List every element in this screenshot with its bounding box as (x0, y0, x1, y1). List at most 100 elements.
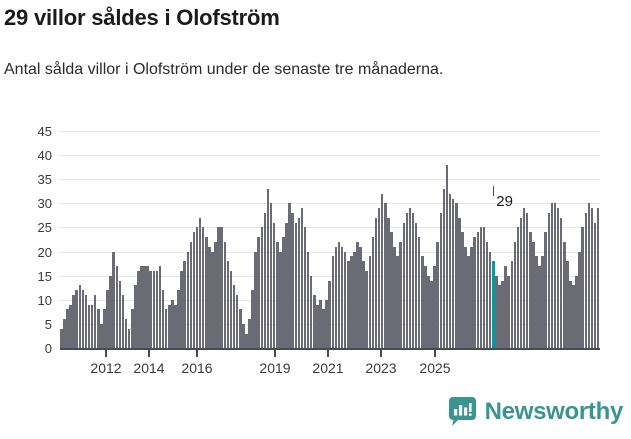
bar[interactable] (485, 241, 489, 348)
bar[interactable] (479, 227, 483, 348)
bar[interactable] (63, 319, 66, 348)
bar[interactable] (201, 227, 205, 348)
bar[interactable] (454, 203, 458, 348)
bar[interactable] (559, 217, 563, 348)
bar[interactable] (214, 241, 217, 348)
bar[interactable] (183, 261, 186, 348)
bar[interactable] (158, 266, 162, 348)
bar[interactable] (229, 270, 233, 348)
bar[interactable] (587, 203, 591, 348)
bar[interactable] (297, 217, 301, 348)
bar[interactable] (322, 309, 325, 348)
bar[interactable] (507, 275, 510, 348)
bar[interactable] (251, 290, 254, 348)
bar[interactable] (90, 304, 94, 348)
bar[interactable] (384, 203, 387, 348)
bar[interactable] (84, 294, 88, 348)
bar[interactable] (488, 251, 492, 348)
bar[interactable] (343, 251, 347, 348)
bar[interactable] (174, 304, 177, 348)
bar[interactable] (529, 232, 532, 348)
bar[interactable] (433, 266, 436, 348)
bar[interactable] (257, 237, 261, 348)
bar[interactable] (353, 251, 356, 348)
bar[interactable] (93, 294, 97, 348)
bar[interactable] (103, 309, 106, 348)
bar[interactable] (371, 237, 375, 348)
bar[interactable] (309, 275, 313, 348)
bar[interactable] (208, 246, 211, 348)
bar[interactable] (288, 203, 291, 348)
bar[interactable] (448, 193, 452, 348)
bar[interactable] (538, 266, 541, 348)
bar[interactable] (316, 304, 319, 348)
bar[interactable] (149, 270, 153, 348)
bar[interactable] (402, 222, 406, 348)
bar[interactable] (248, 319, 251, 348)
bar[interactable] (365, 270, 369, 348)
bar[interactable] (498, 285, 501, 348)
bar[interactable] (544, 232, 547, 348)
bar[interactable] (291, 212, 294, 348)
bar[interactable] (272, 222, 276, 348)
bar[interactable] (121, 294, 125, 348)
bar[interactable] (451, 198, 455, 348)
bar[interactable] (226, 261, 230, 348)
bar[interactable] (140, 266, 143, 348)
bar[interactable] (266, 188, 270, 348)
bar[interactable] (325, 299, 328, 348)
bar[interactable] (211, 251, 214, 348)
bar[interactable] (245, 333, 248, 348)
bar[interactable] (346, 261, 350, 348)
bar[interactable] (217, 227, 220, 348)
bar[interactable] (115, 266, 119, 348)
bar[interactable] (205, 237, 208, 348)
bar[interactable] (473, 237, 477, 348)
bar[interactable] (78, 285, 82, 348)
bar[interactable] (87, 304, 91, 348)
bar[interactable] (109, 275, 112, 348)
bar[interactable] (137, 270, 140, 348)
bar[interactable] (553, 203, 557, 348)
bar[interactable] (75, 290, 78, 348)
bar[interactable] (254, 251, 257, 348)
bar[interactable] (192, 232, 196, 348)
bar[interactable] (294, 222, 298, 348)
bar[interactable] (368, 256, 372, 348)
bar[interactable] (411, 212, 415, 348)
bar[interactable] (300, 208, 304, 348)
bar[interactable] (556, 208, 560, 348)
bar[interactable] (439, 212, 443, 348)
bar[interactable] (134, 285, 137, 348)
bar[interactable] (180, 270, 183, 348)
bar[interactable] (146, 266, 149, 348)
bar[interactable] (238, 309, 242, 348)
bar[interactable] (106, 290, 109, 348)
bar[interactable] (189, 241, 193, 348)
bar[interactable] (350, 256, 353, 348)
bar[interactable] (66, 309, 69, 348)
bar[interactable] (328, 280, 331, 348)
bar[interactable] (279, 251, 282, 348)
bar[interactable] (541, 256, 544, 348)
bar[interactable] (590, 208, 594, 348)
bar[interactable] (337, 241, 341, 348)
bar[interactable] (390, 232, 393, 348)
bar[interactable] (522, 208, 526, 348)
bar[interactable] (319, 299, 322, 348)
bar[interactable] (164, 309, 168, 348)
bar[interactable] (97, 309, 100, 348)
bar[interactable] (519, 217, 523, 348)
bar[interactable] (263, 212, 267, 348)
bar[interactable] (550, 203, 554, 348)
bar[interactable] (152, 270, 156, 348)
bar[interactable] (458, 217, 461, 348)
bar[interactable] (380, 193, 384, 348)
bar[interactable] (461, 232, 464, 348)
bar[interactable] (535, 256, 538, 348)
bar[interactable] (430, 280, 433, 348)
bar[interactable] (578, 251, 581, 348)
bar[interactable] (81, 290, 85, 348)
bar[interactable] (232, 285, 236, 348)
bar-highlighted[interactable] (492, 261, 495, 348)
